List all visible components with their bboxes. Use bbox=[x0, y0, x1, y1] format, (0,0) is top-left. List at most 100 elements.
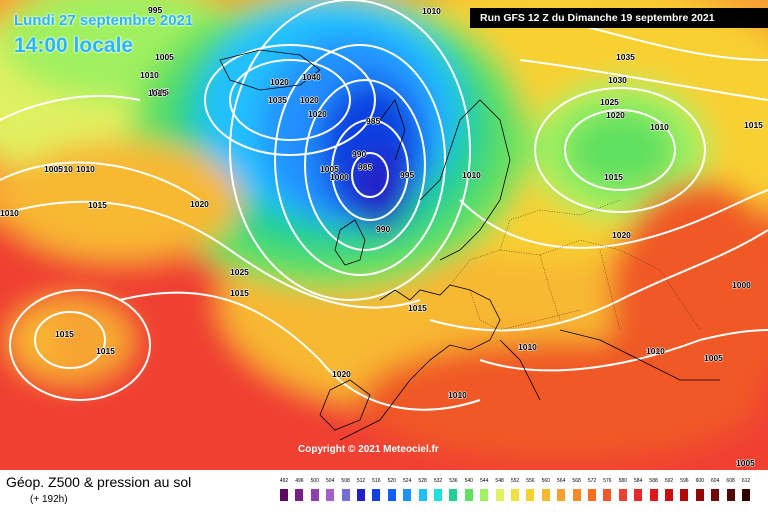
isobar-label: 1010 bbox=[646, 346, 665, 356]
legend-swatch bbox=[541, 489, 550, 501]
legend-value: 560 bbox=[541, 478, 550, 484]
legend-swatch bbox=[310, 489, 319, 501]
isobar-label: 1025 bbox=[230, 267, 249, 277]
legend-value: 528 bbox=[418, 478, 427, 484]
legend-swatch bbox=[387, 489, 396, 501]
legend-entry: 612 bbox=[742, 478, 750, 502]
legend-entry: 588 bbox=[649, 478, 658, 502]
legend-value: 556 bbox=[526, 478, 535, 484]
isobar-label: 1030 bbox=[608, 75, 627, 85]
isobar-label: 1020 bbox=[612, 230, 631, 240]
legend-swatch bbox=[418, 489, 427, 501]
legend-entry: 552 bbox=[511, 478, 519, 502]
forecast-lead: (+ 192h) bbox=[30, 494, 68, 505]
legend-swatch bbox=[603, 489, 612, 501]
isobar-label: 995 bbox=[400, 170, 414, 180]
geopotential-field bbox=[0, 0, 768, 470]
isobar-label: 1010 bbox=[650, 122, 669, 132]
legend-swatch bbox=[526, 489, 535, 501]
pressure-labels: 995 1010 1005 1010 1015 1020 1040 1035 1020 1020 9… bbox=[0, 5, 764, 469]
isobar-label: 1010 bbox=[422, 6, 441, 16]
isobar-label: 1005 bbox=[320, 164, 339, 174]
legend-value: 536 bbox=[449, 478, 458, 484]
legend-entry: 504 bbox=[326, 478, 334, 502]
legend-value: 568 bbox=[572, 478, 581, 484]
isobar-label: 985 bbox=[366, 116, 380, 126]
isobar-label: 1010 bbox=[0, 208, 19, 218]
isobar-label: 1020 bbox=[606, 110, 625, 120]
isobar-label: 1040 bbox=[302, 72, 321, 82]
legend-entry: 576 bbox=[603, 478, 612, 502]
model-run-banner: Run GFS 12 Z du Dimanche 19 septembre 20… bbox=[470, 8, 768, 28]
legend-value: 516 bbox=[372, 478, 381, 484]
legend-value: 512 bbox=[356, 478, 366, 484]
legend-entry: 584 bbox=[634, 478, 642, 502]
isobar-label: 1015 bbox=[230, 288, 249, 298]
isobar-label: 1025 bbox=[600, 97, 619, 107]
legend-swatch bbox=[649, 489, 658, 501]
isobar-label: 1020 bbox=[270, 77, 289, 87]
legend-swatch bbox=[357, 489, 365, 501]
legend-value: 592 bbox=[664, 478, 674, 484]
legend-value: 496 bbox=[295, 478, 304, 484]
isobar-label: 1020 bbox=[300, 95, 319, 105]
isobar-label: 1010 bbox=[518, 342, 537, 352]
legend-value: 500 bbox=[310, 478, 319, 484]
isobar-label: 1035 bbox=[268, 95, 287, 105]
legend-swatch bbox=[680, 489, 689, 501]
isobar-label: 1010 bbox=[462, 170, 481, 180]
legend-value: 572 bbox=[587, 478, 597, 484]
legend-entry: 596 bbox=[680, 478, 689, 502]
isobar-label: 1005 bbox=[155, 52, 174, 62]
legend-swatch bbox=[557, 489, 566, 501]
legend-entry: 528 bbox=[418, 478, 427, 502]
legend-swatch bbox=[326, 489, 335, 501]
legend-swatch bbox=[449, 489, 458, 501]
isobar-label: 985 bbox=[358, 162, 372, 172]
forecast-date: Lundi 27 septembre 2021 bbox=[14, 12, 194, 29]
isobar-label: 995 bbox=[148, 5, 162, 15]
legend-swatch bbox=[341, 489, 350, 501]
legend-swatch bbox=[695, 489, 704, 501]
legend-value: 564 bbox=[557, 478, 566, 484]
isobar-label: 1015 bbox=[88, 200, 107, 210]
legend-value: 580 bbox=[618, 478, 627, 484]
legend-swatch bbox=[665, 489, 673, 501]
isobar-label: 1010 bbox=[54, 164, 73, 174]
legend-entry: 556 bbox=[526, 478, 535, 502]
legend-value: 584 bbox=[634, 478, 643, 484]
isobar-label: 1000 bbox=[732, 280, 751, 290]
legend-swatch bbox=[618, 489, 627, 501]
legend-value: 508 bbox=[341, 478, 350, 484]
country-borders bbox=[449, 199, 701, 331]
copyright: Copyright © 2021 Meteociel.fr bbox=[298, 444, 439, 455]
legend-swatch bbox=[711, 489, 720, 501]
legend-entry: 564 bbox=[557, 478, 565, 502]
legend-swatch bbox=[495, 489, 504, 501]
legend-entry: 544 bbox=[480, 478, 488, 502]
legend-entry: 508 bbox=[341, 478, 350, 502]
legend-swatch bbox=[464, 489, 473, 501]
legend-entry: 568 bbox=[572, 478, 581, 502]
legend-entry: 536 bbox=[449, 478, 458, 502]
legend-value: 604 bbox=[711, 478, 720, 484]
legend-value: 520 bbox=[387, 478, 396, 484]
legend-entry: 524 bbox=[403, 478, 411, 502]
isobar-label: 1015 bbox=[55, 329, 74, 339]
legend-value: 596 bbox=[680, 478, 689, 484]
legend-entry: 492 bbox=[280, 478, 288, 502]
weather-map: 995 1010 1005 1010 1015 1020 1040 1035 1020 1020 9… bbox=[0, 0, 768, 470]
isobar-label: 1005 bbox=[736, 458, 755, 468]
legend-swatch bbox=[726, 489, 735, 501]
legend-entry: 600 bbox=[696, 478, 704, 502]
coastlines bbox=[219, 49, 720, 441]
legend-entry: 580 bbox=[619, 478, 627, 502]
legend-entry: 560 bbox=[542, 478, 550, 502]
isobar-label: 990 bbox=[352, 149, 366, 159]
isobar-label: 1015 bbox=[744, 120, 763, 130]
legend-entry: 608 bbox=[726, 478, 735, 502]
legend-entry: 572 bbox=[588, 478, 596, 502]
legend-value: 540 bbox=[464, 478, 473, 484]
legend-swatch bbox=[480, 489, 489, 501]
